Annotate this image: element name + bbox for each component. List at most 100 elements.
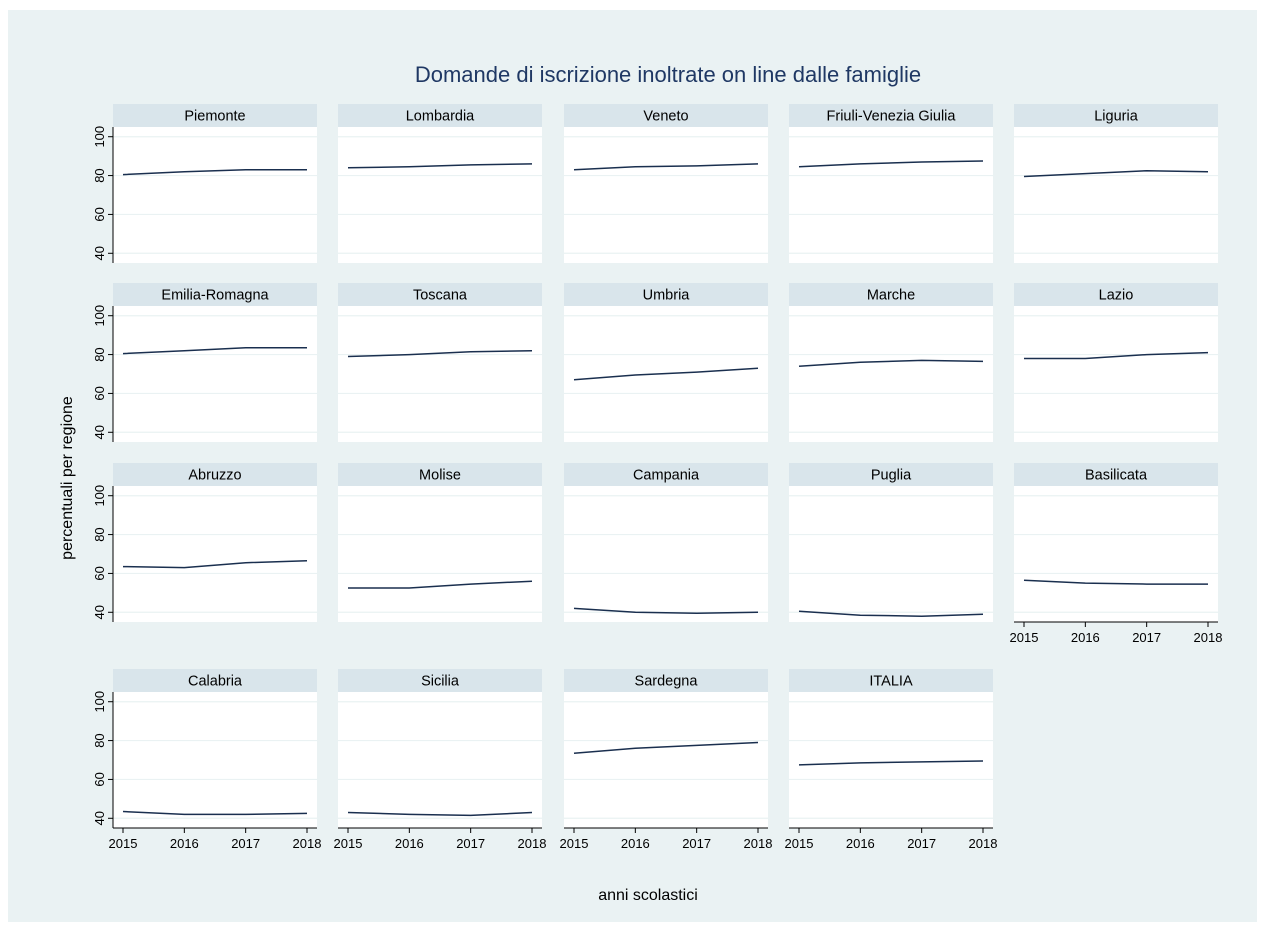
x-tick-label-italia-2018: 2018: [969, 836, 998, 851]
panel-strip-emilia-romagna: [113, 283, 317, 306]
x-tick-label-basilicata-2015: 2015: [1010, 630, 1039, 645]
series-line-campania: [573, 607, 759, 615]
y-tick-label-emilia-romagna-100: 100: [92, 305, 107, 327]
y-tick-label-calabria-40: 40: [92, 811, 107, 825]
y-tick-label-emilia-romagna-60: 60: [92, 386, 107, 400]
x-tick-label-calabria-2017: 2017: [231, 836, 260, 851]
x-tick-label-sardegna-2018: 2018: [744, 836, 773, 851]
panel-title-italia: ITALIA: [869, 674, 913, 690]
panel-strip-lazio: [1014, 283, 1218, 306]
series-line-molise: [348, 580, 533, 589]
y-tick-label-calabria-100: 100: [92, 691, 107, 713]
panel-title-toscana: Toscana: [413, 288, 468, 304]
panel-title-basilicata: Basilicata: [1085, 468, 1148, 484]
panel-strip-abruzzo: [113, 463, 317, 486]
panel-title-puglia: Puglia: [871, 468, 912, 484]
panel-plot-area-basilicata: [1014, 486, 1218, 622]
panel-strip-sicilia: [338, 669, 542, 692]
y-tick-label-abruzzo-60: 60: [92, 566, 107, 580]
panel-strip-piemonte: [113, 104, 317, 127]
x-tick-label-sicilia-2015: 2015: [334, 836, 363, 851]
panel-plot-area-lombardia: [338, 127, 542, 263]
series-line-sardegna: [573, 741, 759, 754]
series-line-sicilia: [347, 811, 533, 817]
x-tick-label-basilicata-2016: 2016: [1071, 630, 1100, 645]
series-line-lazio: [1024, 351, 1209, 360]
panel-strip-veneto: [564, 104, 768, 127]
y-tick-label-piemonte-100: 100: [92, 126, 107, 148]
series-line-abruzzo: [122, 560, 308, 569]
series-line-umbria: [573, 367, 759, 381]
series-line-lombardia: [347, 163, 533, 169]
panel-strip-calabria: [113, 669, 317, 692]
panel-plot-area-veneto: [564, 127, 768, 263]
x-axis-label: anni scolastici: [598, 887, 698, 904]
panel-title-lazio: Lazio: [1099, 288, 1134, 304]
panel-strip-campania: [564, 463, 768, 486]
panel-title-liguria: Liguria: [1094, 109, 1138, 125]
panel-strip-umbria: [564, 283, 768, 306]
y-tick-label-abruzzo-100: 100: [92, 485, 107, 507]
x-tick-label-sardegna-2017: 2017: [682, 836, 711, 851]
series-line-friuli-venezia-giulia: [798, 160, 984, 168]
panel-strip-friuli-venezia-giulia: [789, 104, 993, 127]
x-tick-label-sardegna-2015: 2015: [560, 836, 589, 851]
x-tick-label-calabria-2018: 2018: [293, 836, 322, 851]
panel-strip-liguria: [1014, 104, 1218, 127]
y-tick-label-calabria-80: 80: [92, 733, 107, 747]
panel-strip-lombardia: [338, 104, 542, 127]
series-line-calabria: [122, 810, 308, 816]
panel-plot-area-friuli-venezia-giulia: [789, 127, 993, 263]
panel-plot-area-emilia-romagna: [113, 306, 317, 442]
panel-plot-area-abruzzo: [113, 486, 317, 622]
panel-plot-area-liguria: [1014, 127, 1218, 263]
x-tick-label-italia-2016: 2016: [846, 836, 875, 851]
panel-title-marche: Marche: [867, 288, 915, 304]
panel-plot-area-calabria: [113, 692, 317, 828]
series-line-emilia-romagna: [122, 347, 307, 355]
panel-title-abruzzo: Abruzzo: [188, 468, 241, 484]
panel-title-calabria: Calabria: [188, 674, 243, 690]
panel-strip-basilicata: [1014, 463, 1218, 486]
panel-strip-sardegna: [564, 669, 768, 692]
y-tick-label-emilia-romagna-40: 40: [92, 425, 107, 439]
y-tick-label-piemonte-60: 60: [92, 207, 107, 221]
x-tick-label-basilicata-2018: 2018: [1194, 630, 1223, 645]
panel-title-friuli-venezia-giulia: Friuli-Venezia Giulia: [827, 109, 957, 125]
y-tick-label-piemonte-80: 80: [92, 168, 107, 182]
x-tick-label-italia-2017: 2017: [907, 836, 936, 851]
x-tick-label-sicilia-2018: 2018: [518, 836, 547, 851]
y-tick-label-calabria-60: 60: [92, 772, 107, 786]
series-line-puglia: [798, 610, 984, 617]
y-tick-label-emilia-romagna-80: 80: [92, 347, 107, 361]
panel-plot-area-molise: [338, 486, 542, 622]
x-tick-label-calabria-2015: 2015: [109, 836, 138, 851]
x-tick-label-calabria-2016: 2016: [170, 836, 199, 851]
panel-plot-area-italia: [789, 692, 993, 828]
chart-title: Domande di iscrizione inoltrate on line …: [415, 62, 921, 87]
x-tick-label-italia-2015: 2015: [785, 836, 814, 851]
x-tick-label-sicilia-2017: 2017: [456, 836, 485, 851]
panel-plot-area-piemonte: [113, 127, 317, 263]
panel-plot-area-sicilia: [338, 692, 542, 828]
panel-plot-area-puglia: [789, 486, 993, 622]
x-tick-label-sardegna-2016: 2016: [621, 836, 650, 851]
panel-plot-area-marche: [789, 306, 993, 442]
panel-plot-area-sardegna: [564, 692, 768, 828]
panel-plot-area-lazio: [1014, 306, 1218, 442]
series-line-toscana: [347, 349, 533, 358]
panel-title-piemonte: Piemonte: [184, 109, 245, 125]
panel-strip-molise: [338, 463, 542, 486]
series-line-liguria: [1023, 169, 1209, 178]
panel-strip-italia: [789, 669, 993, 692]
y-axis-label: percentuali per regione: [59, 396, 76, 560]
y-tick-label-abruzzo-80: 80: [92, 527, 107, 541]
series-line-italia: [798, 760, 984, 766]
panel-strip-toscana: [338, 283, 542, 306]
panel-title-lombardia: Lombardia: [406, 109, 475, 125]
panel-plot-area-campania: [564, 486, 768, 622]
panel-strip-puglia: [789, 463, 993, 486]
panel-title-umbria: Umbria: [643, 288, 691, 304]
